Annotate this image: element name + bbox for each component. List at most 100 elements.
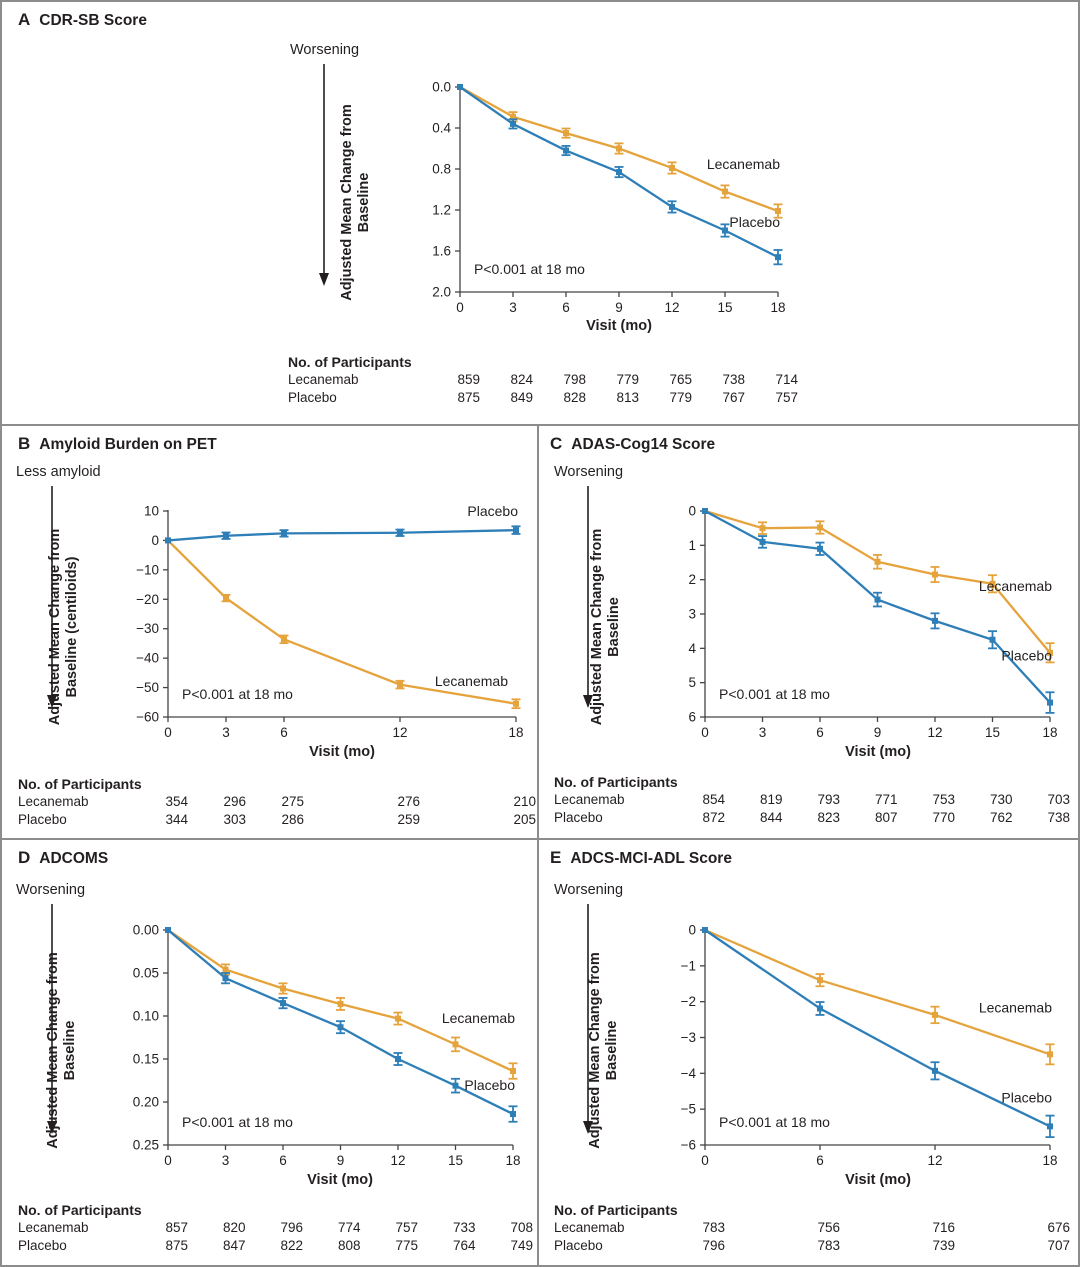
table-row: Lecanemab 783 756 716 676: [554, 1219, 1070, 1237]
data-point-marker: [616, 169, 622, 176]
data-point-marker: [932, 1011, 938, 1018]
panel-e: E ADCS-MCI-ADL Score Worsening 0 −1 −2 −3 −4 −5 −…: [540, 840, 1080, 1260]
count-cell: 779: [616, 372, 639, 387]
x-axis-title: Visit (mo): [845, 1172, 911, 1188]
data-point-marker: [223, 532, 229, 539]
count-cell: 303: [223, 812, 246, 828]
x-tick-label: 3: [222, 1153, 230, 1168]
participants-table-title: No. of Participants: [554, 1202, 678, 1218]
participants-table-b: No. of Participants Lecanemab 354 296 275 276…: [18, 776, 536, 829]
count-cell: 849: [510, 390, 533, 406]
panel-letter: A: [18, 10, 31, 29]
data-point-marker: [722, 227, 728, 234]
frame-border-top: [0, 0, 1080, 2]
data-point-marker: [817, 524, 823, 531]
direction-arrow-down-icon: [319, 64, 329, 286]
data-point-marker: [280, 985, 286, 992]
y-tick-label: 2: [688, 572, 696, 587]
chart-b: 10 0 −10 −20 −30 −40 −50 −60 0 3 6 12 18 Placebo Lecan…: [136, 503, 523, 740]
count-cell: 819: [759, 792, 783, 807]
y-tick-label: −5: [681, 1102, 696, 1117]
data-point-marker: [932, 617, 938, 624]
participants-table-title: No. of Participants: [554, 774, 678, 790]
y-tick-label: 3: [688, 607, 696, 622]
count-cell: 756: [817, 1220, 840, 1235]
x-tick-label: 0: [164, 1153, 172, 1168]
panel-b: B Amyloid Burden on PET Less amyloid 10 0 −10…: [0, 426, 540, 846]
data-point-marker: [817, 545, 823, 552]
x-tick-label: 6: [279, 1153, 287, 1168]
y-axis-title-line: Adjusted Mean Change from: [339, 104, 355, 301]
y-tick-label: −30: [136, 621, 159, 636]
y-tick-label: −2: [681, 994, 696, 1009]
p-value-annotation: P<0.001 at 18 mo: [182, 1114, 293, 1130]
count-cell: 344: [165, 812, 188, 828]
count-cell: 798: [563, 372, 586, 387]
count-cell: 875: [457, 390, 480, 406]
frame-border-bottom: [0, 1265, 1080, 1267]
count-cell: 749: [510, 1238, 533, 1254]
y-tick-label: 0: [688, 923, 696, 938]
table-row: Placebo 875 847 822 808 775 764 749: [18, 1237, 533, 1255]
count-cell: 828: [563, 390, 586, 406]
x-tick-label: 18: [508, 725, 523, 740]
data-point-marker: [513, 700, 519, 707]
panel-title: CDR-SB Score: [39, 12, 147, 29]
x-tick-label: 12: [927, 725, 942, 740]
x-tick-label: 3: [509, 300, 517, 315]
count-cell: 796: [702, 1238, 725, 1254]
series-label-placebo: Placebo: [1001, 648, 1052, 664]
x-axis-title: Visit (mo): [845, 744, 911, 760]
direction-arrow-down-icon: [583, 904, 593, 1134]
panel-letter: C: [550, 434, 563, 453]
data-point-marker: [457, 84, 463, 90]
panel-header-d: D ADCOMS: [18, 848, 108, 868]
y-axis-title-line: Baseline: [356, 173, 372, 233]
data-point-marker: [1047, 1051, 1053, 1058]
y-tick-label: −20: [136, 592, 159, 607]
data-point-marker: [1047, 699, 1053, 706]
data-point-marker: [513, 527, 519, 534]
count-cell: 739: [932, 1238, 955, 1254]
data-point-marker: [563, 130, 569, 137]
data-point-marker: [397, 681, 403, 688]
direction-arrow-down-icon: [47, 904, 57, 1134]
count-cell: 703: [1047, 792, 1070, 807]
y-axis-title-line: Adjusted Mean Change from: [45, 952, 61, 1149]
data-point-marker: [165, 927, 171, 933]
panel-letter: E: [550, 848, 562, 867]
count-cell: 779: [669, 390, 692, 406]
data-point-marker: [337, 1000, 344, 1007]
x-tick-label: 18: [770, 300, 785, 315]
y-tick-label: −40: [136, 651, 159, 666]
count-cell: 738: [1047, 810, 1070, 826]
count-cell: 708: [510, 1220, 533, 1235]
count-cell: 730: [989, 792, 1013, 807]
frame-border-left: [0, 0, 2, 1267]
y-tick-label: 0: [151, 533, 159, 548]
data-point-marker: [989, 636, 996, 643]
participants-counts: Lecanemab 859 824 798 779 765 738 714 Placebo 875…: [288, 371, 798, 407]
y-axis-title: Adjusted Mean Change from Baseline: [589, 529, 622, 726]
p-value-annotation: P<0.001 at 18 mo: [719, 1114, 830, 1130]
data-point-marker: [510, 1111, 516, 1118]
y-axis-title: Adjusted Mean Change from Baseline: [45, 952, 78, 1149]
data-point-marker: [510, 1068, 516, 1075]
count-cell: 822: [280, 1238, 303, 1254]
participants-counts: Lecanemab 857 820 796 774 757 733 708 Placebo 875…: [18, 1219, 533, 1255]
count-cell: 808: [337, 1238, 361, 1254]
y-tick-label: 10: [144, 504, 159, 519]
count-cell: 733: [452, 1220, 476, 1235]
table-row: Lecanemab 859 824 798 779 765 738 714: [288, 371, 798, 389]
y-tick-label: 0.15: [133, 1052, 159, 1067]
x-tick-label: 12: [390, 1153, 405, 1168]
panel-header-e: E ADCS-MCI-ADL Score: [550, 848, 732, 868]
participants-table-e: No. of Participants Lecanemab 783 756 716 676…: [554, 1202, 1070, 1255]
data-point-marker: [932, 571, 938, 578]
panel-header-a: A CDR-SB Score: [18, 10, 147, 30]
table-row: Placebo 344 303 286 259 205: [18, 811, 536, 829]
participants-table-c: No. of Participants Lecanemab 854 819 793 771…: [554, 774, 1070, 827]
y-axis-title-line: Baseline: [606, 597, 622, 657]
x-tick-label: 6: [562, 300, 570, 315]
y-tick-label: 0.25: [133, 1138, 159, 1153]
